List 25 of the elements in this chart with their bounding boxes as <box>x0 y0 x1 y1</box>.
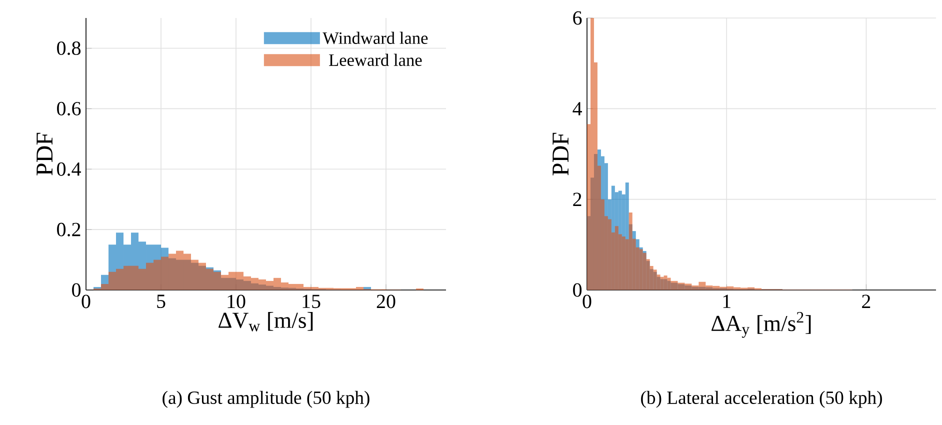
x-axis-title: ΔA$_{y}$ [m/s$^{2}$] <box>712 312 811 338</box>
y-tick-label: 0.8 <box>57 41 81 56</box>
y-tick-label: 6 <box>573 11 582 25</box>
y-tick-label: 0.6 <box>57 102 81 116</box>
x-tick-label: 1 <box>723 294 730 308</box>
y-axis-title: PDF <box>552 132 568 176</box>
y-tick-label: 0.4 <box>57 162 81 176</box>
text: (b) Lateral acceleration (50 kph) <box>641 390 882 408</box>
x-tick-label: 10 <box>228 294 246 308</box>
x-tick-label: 20 <box>376 294 396 308</box>
x-tick-label: 2 <box>862 294 870 308</box>
x-tick-label: 15 <box>302 294 320 308</box>
legend-label: Windward lane <box>322 32 428 44</box>
x-axis-title: ΔV$_{w}$ [m/s] <box>218 312 313 332</box>
x-tick-label: 0 <box>82 294 90 308</box>
x-tick-label: 0 <box>582 294 592 308</box>
text: (a) Gust amplitude (50 kph) <box>162 390 370 408</box>
y-tick-label: 4 <box>572 102 582 116</box>
x-tick-label: 5 <box>157 294 166 308</box>
y-tick-label: 0 <box>72 283 81 297</box>
y-axis-title: PDF <box>36 132 52 176</box>
y-tick-label: 0.2 <box>57 222 80 236</box>
y-tick-label: 2 <box>573 192 582 206</box>
y-tick-label: 0 <box>573 283 582 297</box>
legend-label: Leeward lane <box>329 54 422 66</box>
